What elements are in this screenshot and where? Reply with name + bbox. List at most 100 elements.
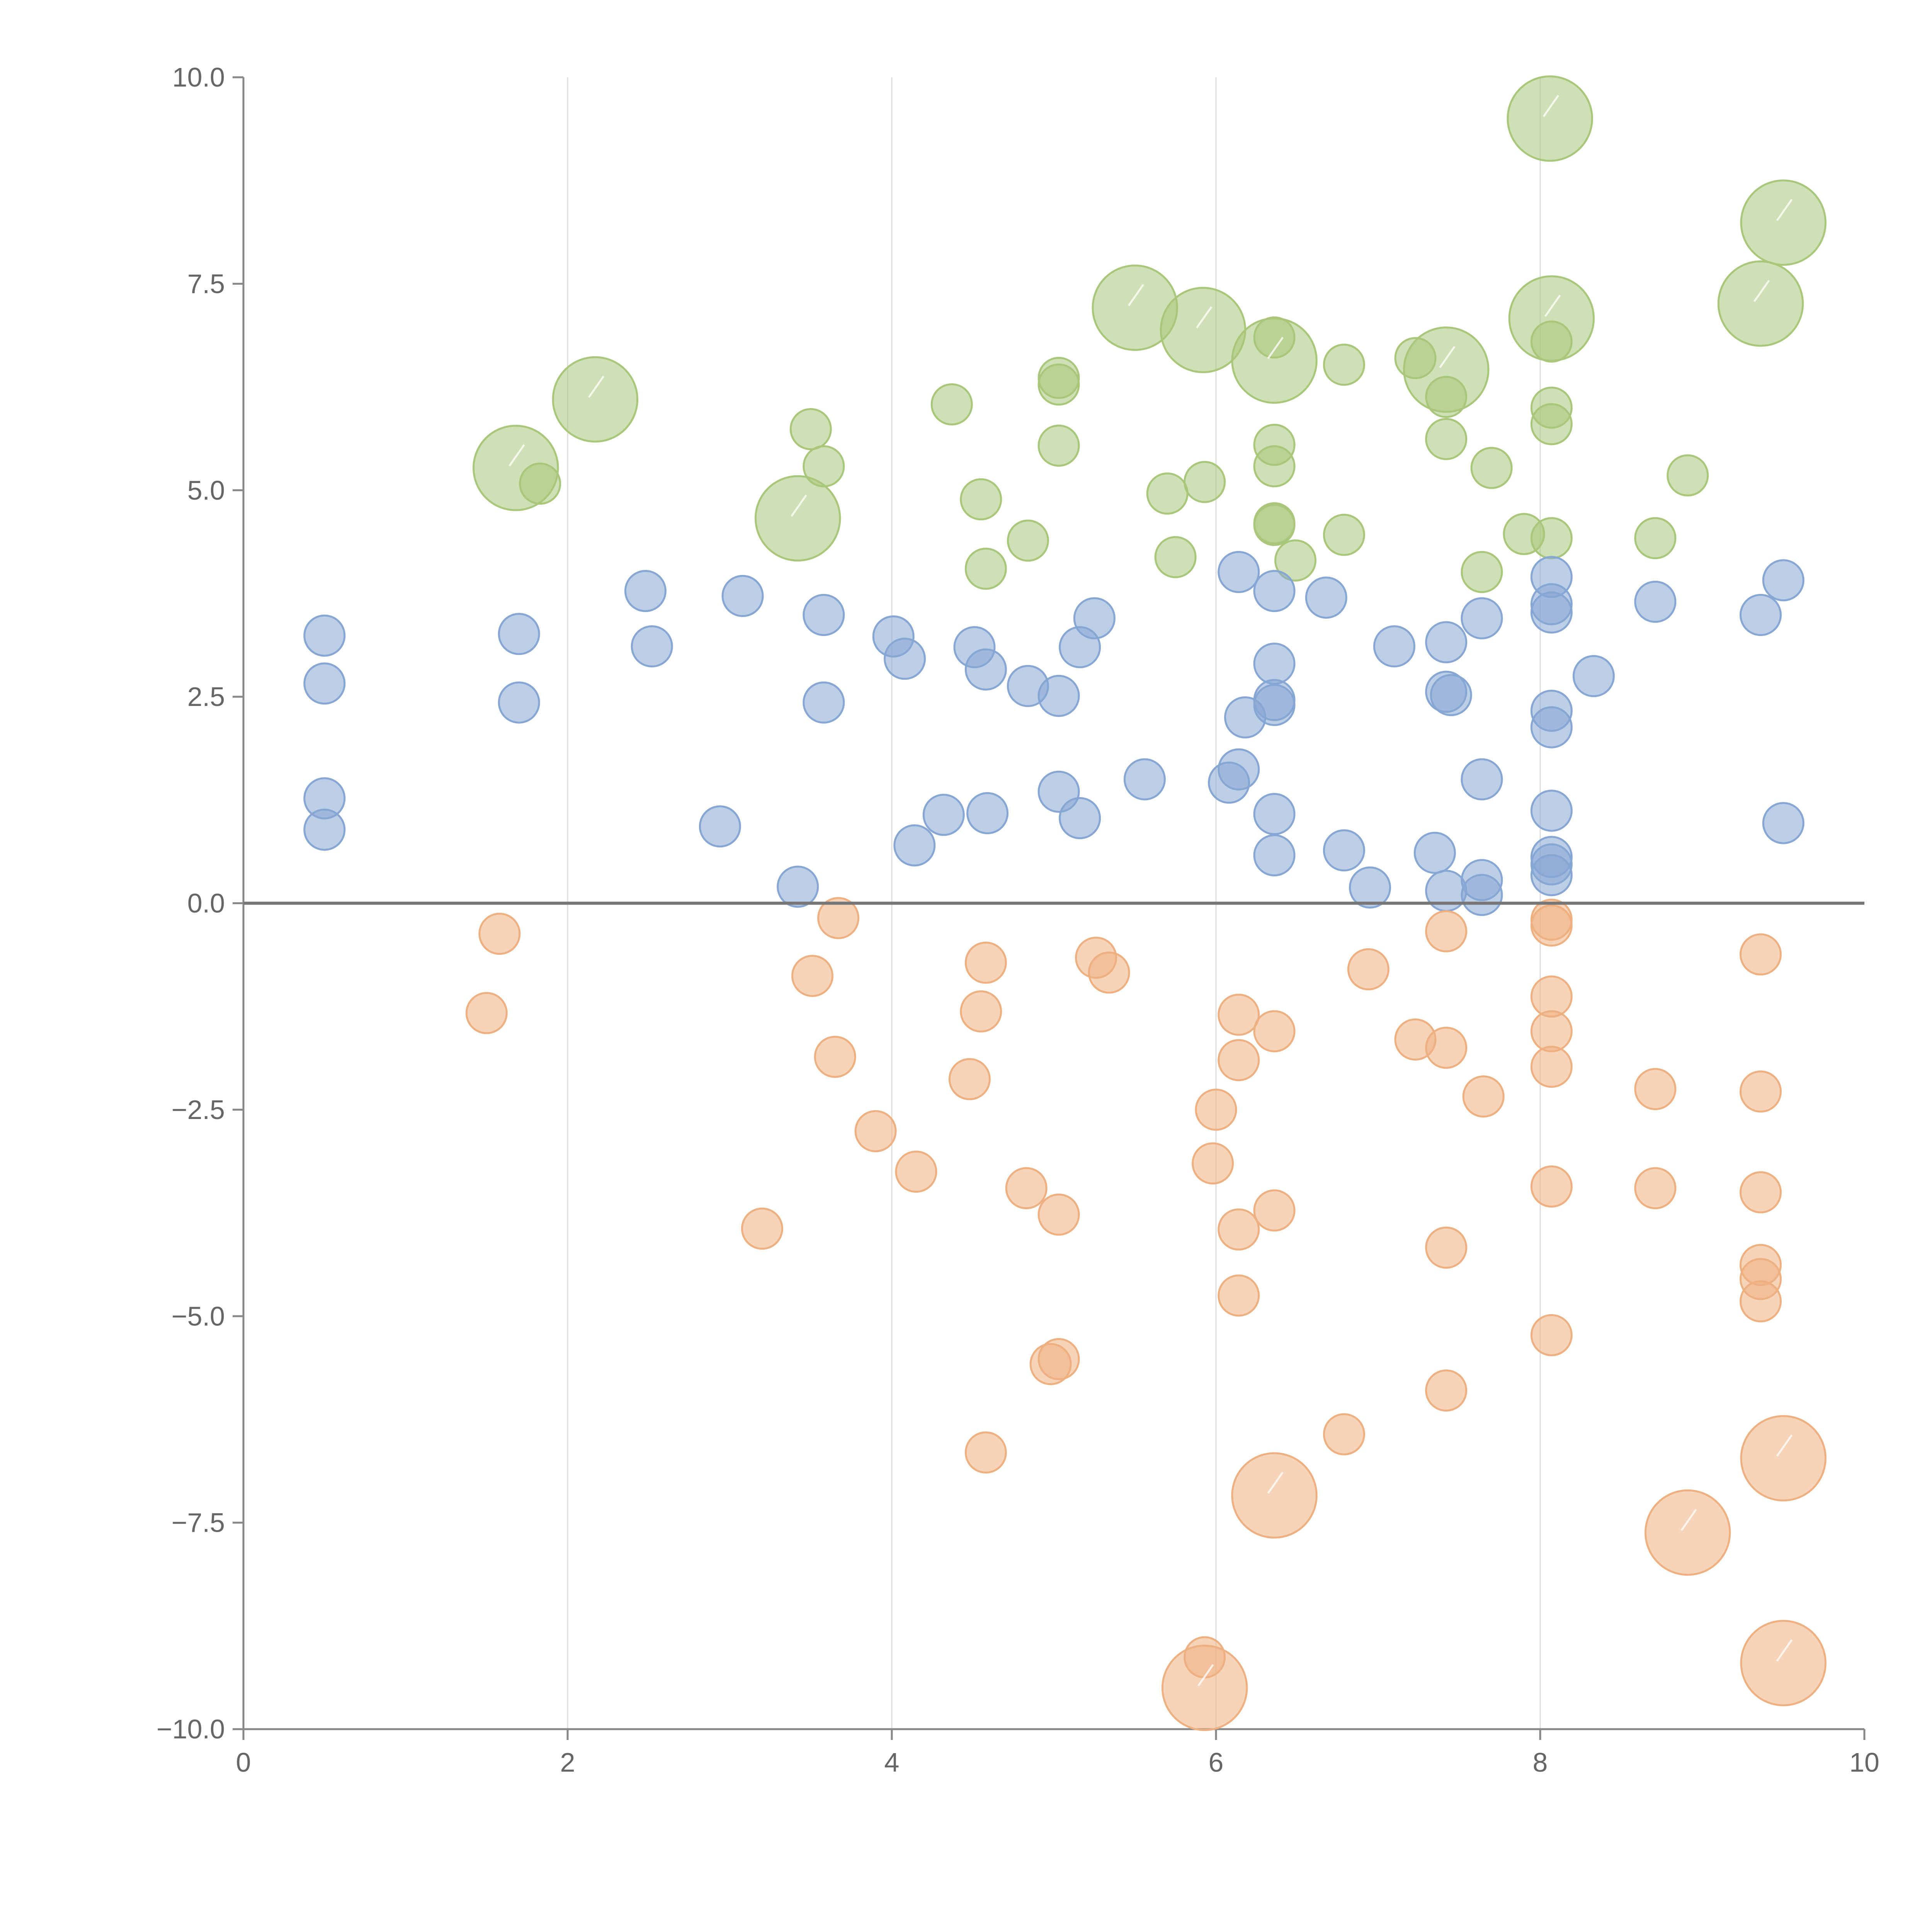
data-point-blue	[1253, 570, 1296, 612]
data-point-green	[1154, 536, 1197, 578]
data-point-orange	[854, 1110, 897, 1152]
data-point-orange	[1347, 948, 1389, 990]
data-point-green	[930, 383, 973, 425]
data-point-orange	[964, 941, 1007, 984]
y-tick-label: −10.0	[156, 1714, 225, 1744]
data-point-orange	[948, 1058, 991, 1100]
data-point-orange	[1161, 1645, 1248, 1731]
data-point-blue	[1059, 797, 1101, 839]
data-point-blue	[1323, 829, 1365, 872]
data-point-orange	[1218, 993, 1260, 1036]
data-point-blue	[1461, 758, 1503, 801]
data-point-blue	[1762, 559, 1804, 602]
data-point-orange	[1530, 1010, 1573, 1053]
data-point-green	[1507, 75, 1593, 162]
data-point-green	[1274, 539, 1317, 582]
data-point-blue	[1253, 643, 1296, 685]
series-green	[473, 75, 1827, 593]
data-point-blue	[303, 808, 346, 851]
series-orange	[465, 897, 1827, 1731]
data-point-orange	[741, 1208, 783, 1250]
data-point-blue	[1123, 758, 1166, 801]
data-point-blue	[1572, 655, 1615, 697]
data-point-orange	[1634, 1167, 1677, 1209]
y-tick-label: −7.5	[172, 1508, 225, 1538]
bubble-glare	[509, 444, 525, 467]
data-point-blue	[631, 625, 673, 668]
data-point-orange	[1740, 1415, 1827, 1502]
y-tick-label: 10.0	[172, 62, 225, 92]
data-point-blue	[803, 594, 845, 636]
data-point-blue	[1530, 789, 1573, 832]
data-point-blue	[922, 794, 965, 836]
data-point-blue	[1253, 834, 1296, 877]
data-point-blue	[1349, 866, 1391, 909]
data-point-orange	[1740, 1280, 1782, 1323]
data-point-green	[789, 408, 832, 451]
data-point-orange	[1425, 1369, 1468, 1412]
data-point-green	[1425, 418, 1468, 460]
data-point-orange	[1218, 1208, 1260, 1251]
data-point-orange	[1462, 1075, 1505, 1118]
data-point-orange	[1253, 1189, 1296, 1232]
data-point-green	[552, 356, 639, 443]
bubble-glare	[1543, 95, 1560, 117]
data-point-orange	[960, 990, 1002, 1033]
data-point-blue	[777, 866, 819, 908]
data-point-blue	[1218, 551, 1260, 593]
data-point-green	[1007, 519, 1049, 562]
data-point-blue	[1037, 675, 1080, 717]
data-point-blue	[1530, 854, 1573, 896]
data-point-orange	[1005, 1167, 1048, 1209]
data-point-orange	[478, 913, 521, 955]
data-point-orange	[1530, 904, 1573, 947]
data-point-green	[1530, 403, 1573, 446]
data-point-blue	[966, 792, 1009, 835]
data-point-orange	[1425, 1226, 1468, 1269]
data-point-blue	[1430, 674, 1472, 716]
data-point-blue	[884, 638, 926, 680]
data-point-orange	[1088, 951, 1130, 994]
data-point-green	[1740, 179, 1827, 266]
data-point-orange	[1530, 1314, 1573, 1356]
data-point-blue	[1634, 580, 1677, 623]
data-point-blue	[1425, 869, 1468, 912]
data-point-blue	[1413, 832, 1456, 874]
y-tick-label: 0.0	[187, 888, 225, 918]
data-point-green	[1530, 517, 1573, 560]
x-tick-label: 4	[884, 1747, 900, 1777]
bubble-glare	[1753, 280, 1770, 302]
data-point-orange	[465, 992, 508, 1034]
bubble-glare	[588, 376, 605, 398]
y-tick-label: 7.5	[187, 269, 225, 299]
bubble-glare	[1196, 306, 1213, 329]
data-point-blue	[893, 824, 936, 867]
bubble-glare	[1439, 346, 1456, 368]
y-tick-label: −5.0	[172, 1301, 225, 1331]
bubble-glare	[1544, 294, 1561, 317]
bubble-glare	[1680, 1509, 1697, 1531]
data-point-green	[1323, 344, 1365, 386]
data-point-blue	[303, 662, 346, 705]
data-point-orange	[1740, 933, 1782, 976]
bubble-glare	[791, 494, 807, 517]
axis-layer	[233, 76, 1866, 1740]
bubble-glare	[1776, 1434, 1793, 1457]
data-point-blue	[803, 681, 845, 724]
data-point-orange	[1425, 1027, 1468, 1069]
data-point-blue	[498, 613, 540, 655]
data-point-blue	[1073, 597, 1116, 639]
data-point-green	[1146, 472, 1189, 515]
data-point-green	[1425, 376, 1468, 418]
y-tick-label: 2.5	[187, 682, 225, 712]
bubble-glare	[1197, 1664, 1214, 1687]
data-point-green	[1231, 317, 1318, 404]
data-point-blue	[1373, 625, 1415, 668]
data-point-green	[1461, 551, 1503, 593]
data-point-green	[1037, 363, 1080, 406]
data-point-orange	[814, 1036, 856, 1078]
data-point-orange	[1037, 1193, 1080, 1236]
bubble-glare	[1128, 284, 1145, 306]
data-point-orange	[1253, 1010, 1296, 1053]
data-point-blue	[1253, 793, 1296, 835]
